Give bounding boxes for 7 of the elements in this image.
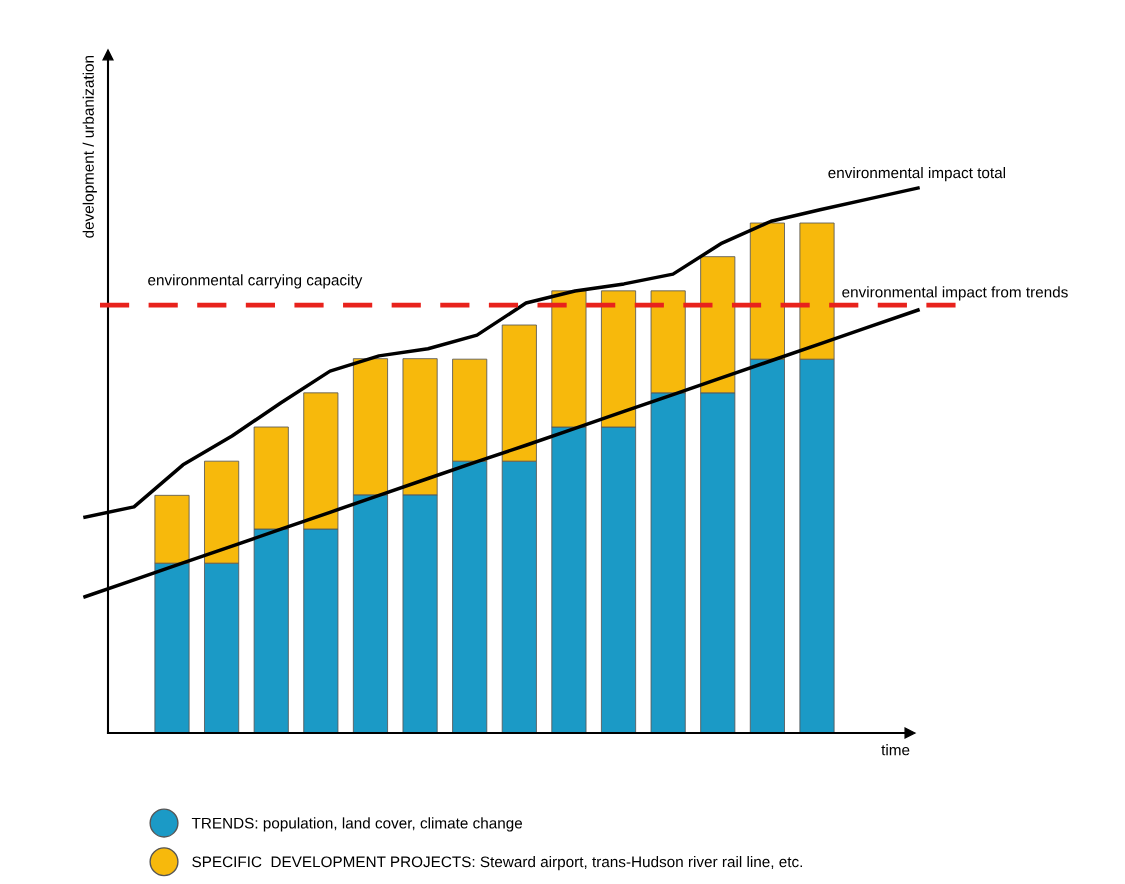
y-axis-title: development / urbanization bbox=[82, 55, 97, 238]
legend-label: SPECIFIC DEVELOPMENT PROJECTS: Steward airport, trans-Hudson river rail line, etc. bbox=[192, 856, 802, 871]
x-axis-title: time bbox=[881, 744, 910, 756]
ref-line-label: environmental carrying capacity bbox=[148, 274, 363, 289]
legend-label: TRENDS: population, land cover, climate change bbox=[191, 817, 523, 832]
text: environmental impact from trends bbox=[842, 286, 1068, 301]
series-label: environmental impact total bbox=[828, 166, 1006, 182]
